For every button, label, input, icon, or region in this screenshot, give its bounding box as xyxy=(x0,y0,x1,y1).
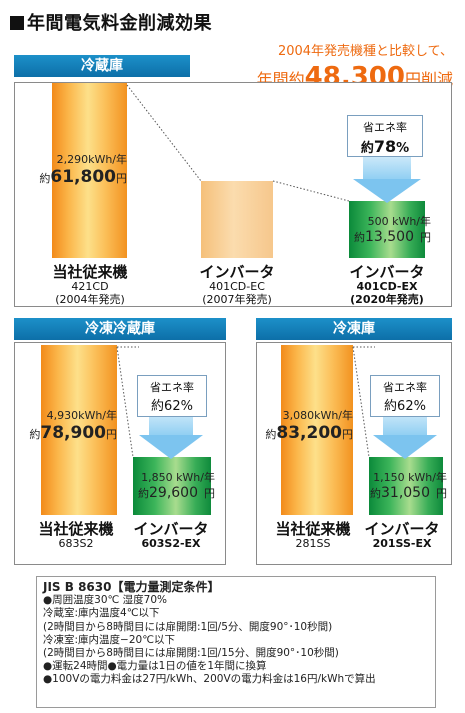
fridge-model-inverter-ex: 401CD-EX (2020年発売) xyxy=(350,280,424,306)
fridge-name-inverter-ec: インバータ xyxy=(199,263,275,281)
title-square-icon xyxy=(10,16,24,30)
notes-line: (2時間目から8時間目には扉開閉:1回/15分、開度90°･10秒間) xyxy=(43,647,339,660)
freezer-bar-conventional xyxy=(281,345,353,515)
notes-line: ●運転24時間●電力量は1日の値を1年間に換算 xyxy=(43,660,267,673)
notes-line: (2時間目から8時間目には扉開閉:1回/5分、開度90°･10秒間) xyxy=(43,620,333,633)
freezer-fridge-saving-box: 省エネ率 約62% xyxy=(137,375,207,417)
notes-line: ●周囲温度30℃ 湿度70% xyxy=(43,594,167,607)
fridge-saving-label: 省エネ率 xyxy=(363,121,407,134)
freezer-fridge-name-conventional: 当社従来機 xyxy=(38,520,114,538)
fridge-label: 冷蔵庫 xyxy=(14,55,190,77)
fridge-model-conventional: 421CD (2004年発売) xyxy=(55,280,125,306)
freezer-fridge-bar-conventional xyxy=(41,345,117,515)
freezer-fridge-connectors xyxy=(116,346,139,458)
notes-line: 冷蔵室:庫内温度4℃以下 xyxy=(43,607,160,620)
freezer-value-inverter: 1,150 kWh/年 約31,050 円 xyxy=(370,471,447,501)
fridge-connectors xyxy=(126,84,350,202)
freezer-panel: 省エネ率 約62% 3,080kWh/年 約83,200円 1,150 kWh/… xyxy=(256,342,452,565)
fridge-model-inverter-ec: 401CD-EC (2007年発売) xyxy=(202,280,272,306)
fridge-saving-box: 省エネ率 約78% xyxy=(347,115,423,157)
freezer-fridge-bar-inverter xyxy=(133,457,211,515)
freezer-fridge-model-inverter: 603S2-EX xyxy=(141,537,201,550)
freezer-value-conventional: 3,080kWh/年 約83,200円 xyxy=(265,409,353,443)
freezer-model-inverter: 201SS-EX xyxy=(372,537,432,550)
fridge-value-conventional: 2,290kWh/年 約61,800円 xyxy=(39,153,127,187)
freezer-saving-label: 省エネ率 xyxy=(383,381,427,394)
freezer-label: 冷凍庫 xyxy=(256,318,452,340)
fridge-bar-inverter-ex xyxy=(349,201,425,258)
freezer-saving-box: 省エネ率 約62% xyxy=(370,375,440,417)
fridge-bar-conventional xyxy=(52,83,127,258)
freezer-fridge-panel: 省エネ率 約62% 4,930kWh/年 約78,900円 1,850 kWh/… xyxy=(14,342,226,565)
freezer-fridge-model-conventional: 683S2 xyxy=(58,537,94,550)
freezer-bar-inverter xyxy=(369,457,443,515)
freezer-fridge-name-inverter: インバータ xyxy=(133,520,209,538)
freezer-saving-rate: 約62% xyxy=(384,399,426,414)
fridge-name-conventional: 当社従来機 xyxy=(52,263,128,281)
freezer-connectors xyxy=(352,346,375,458)
notes-line: ●100Vの電力料金は27円/kWh、200Vの電力料金は16円/kWhで算出 xyxy=(43,673,376,686)
freezer-fridge-saving-rate: 約62% xyxy=(151,399,193,414)
freezer-name-conventional: 当社従来機 xyxy=(275,520,351,538)
fridge-saving-arrow xyxy=(353,145,421,203)
freezer-fridge-value-inverter: 1,850 kWh/年 約29,600 円 xyxy=(138,471,215,501)
freezer-fridge-label: 冷凍冷蔵庫 xyxy=(14,318,226,340)
freezer-fridge-value-conventional: 4,930kWh/年 約78,900円 xyxy=(29,409,117,443)
fridge-name-inverter-ex: インバータ xyxy=(349,263,425,281)
notes-line: 冷凍室:庫内温度−20℃以下 xyxy=(43,633,175,646)
freezer-model-conventional: 281SS xyxy=(295,537,331,550)
page-title: 年間電気料金削減効果 xyxy=(10,9,212,35)
notes-header: JIS B 8630【電力量測定条件】 xyxy=(43,580,220,594)
title-text: 年間電気料金削減効果 xyxy=(27,13,212,34)
fridge-value-inverter-ex: 500 kWh/年 約13,500 円 xyxy=(354,215,431,245)
fridge-bar-inverter-ec xyxy=(201,181,273,258)
fridge-panel: 省エネ率 約78% 2,290kWh/年 約61,800円 500 kWh/年 … xyxy=(14,82,452,307)
freezer-fridge-saving-label: 省エネ率 xyxy=(150,381,194,394)
measurement-notes: JIS B 8630【電力量測定条件】 ●周囲温度30℃ 湿度70% 冷蔵室:庫… xyxy=(36,576,436,708)
freezer-name-inverter: インバータ xyxy=(364,520,440,538)
fridge-saving-rate: 約78% xyxy=(360,137,410,156)
headline-line1: 2004年発売機種と比較して、 xyxy=(277,44,453,59)
